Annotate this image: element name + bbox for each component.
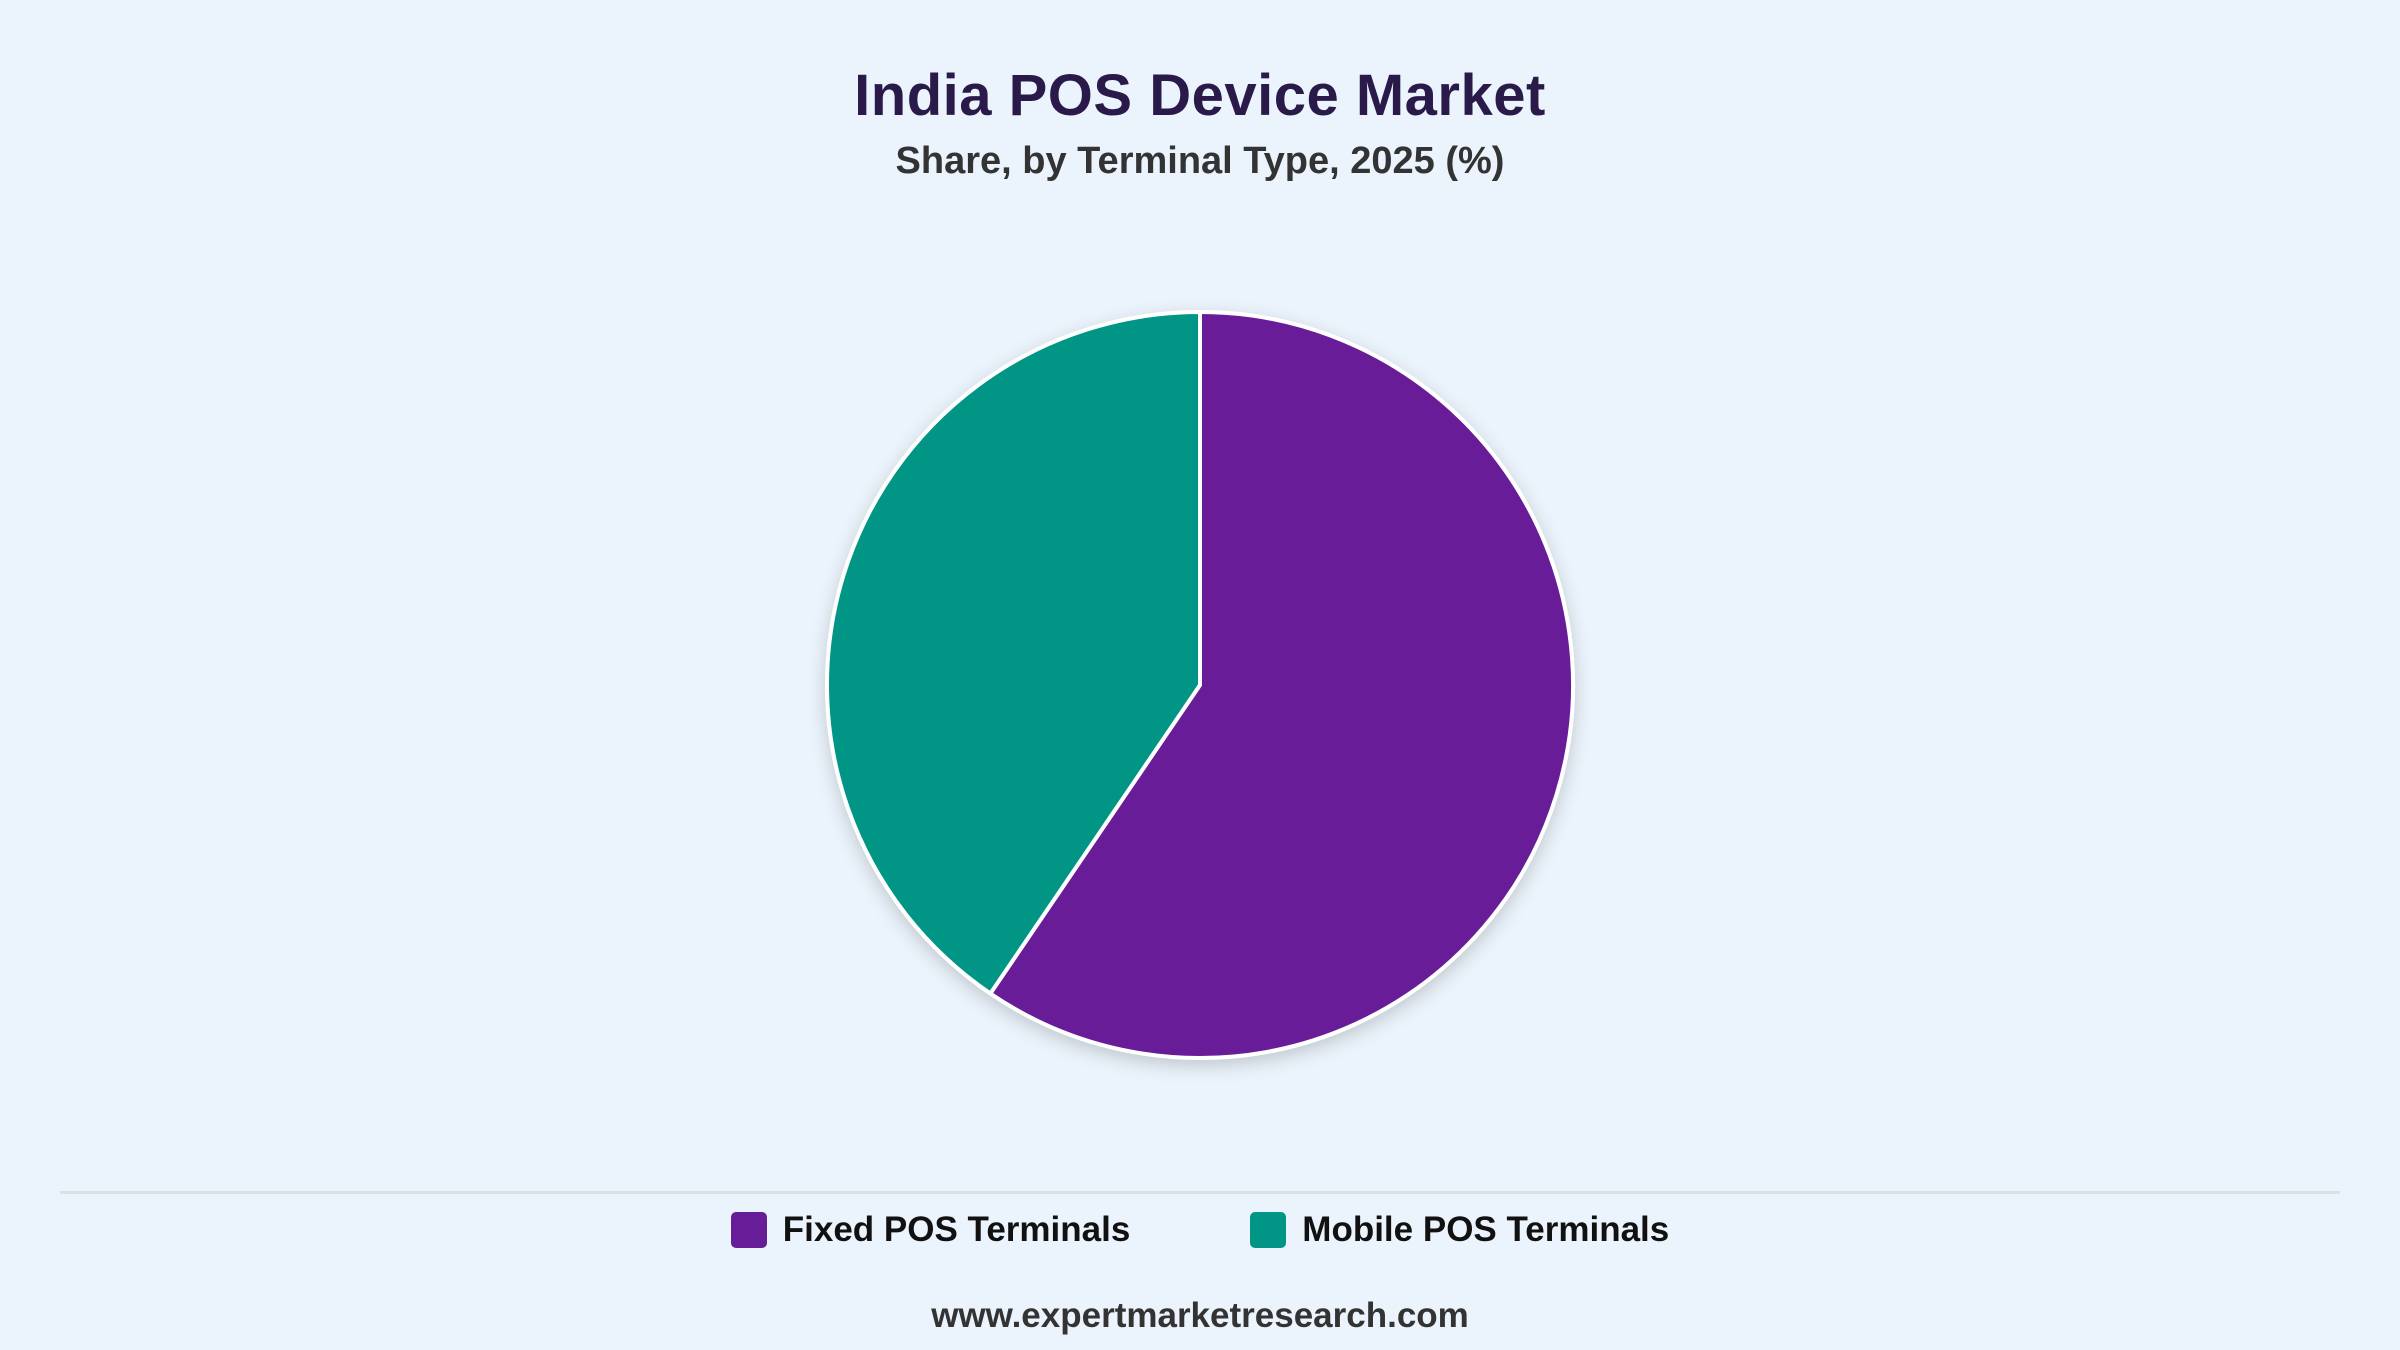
legend-swatch-mobile-pos xyxy=(1250,1212,1287,1248)
legend-label-fixed-pos: Fixed POS Terminals xyxy=(782,1210,1131,1249)
legend: Fixed POS Terminals Mobile POS Terminals xyxy=(0,1206,2400,1254)
legend-swatch-fixed-pos xyxy=(730,1212,767,1248)
legend-item-fixed-pos[interactable]: Fixed POS Terminals xyxy=(730,1210,1131,1250)
pie-slice-mobile-pos-terminals[interactable] xyxy=(825,310,1202,996)
chart-title: India POS Device Market xyxy=(854,63,1546,128)
legend-divider xyxy=(60,1191,2340,1194)
pie-slices xyxy=(825,310,1575,1060)
legend-item-mobile-pos[interactable]: Mobile POS Terminals xyxy=(1250,1210,1669,1250)
legend-label-mobile-pos: Mobile POS Terminals xyxy=(1302,1210,1670,1249)
chart-subtitle: Share, by Terminal Type, 2025 (%) xyxy=(895,140,1505,182)
pie-slice-fixed-pos-terminals[interactable] xyxy=(988,310,1575,1060)
pie-chart xyxy=(825,310,1575,1060)
source-url: www.expertmarketresearch.com xyxy=(931,1296,1469,1335)
